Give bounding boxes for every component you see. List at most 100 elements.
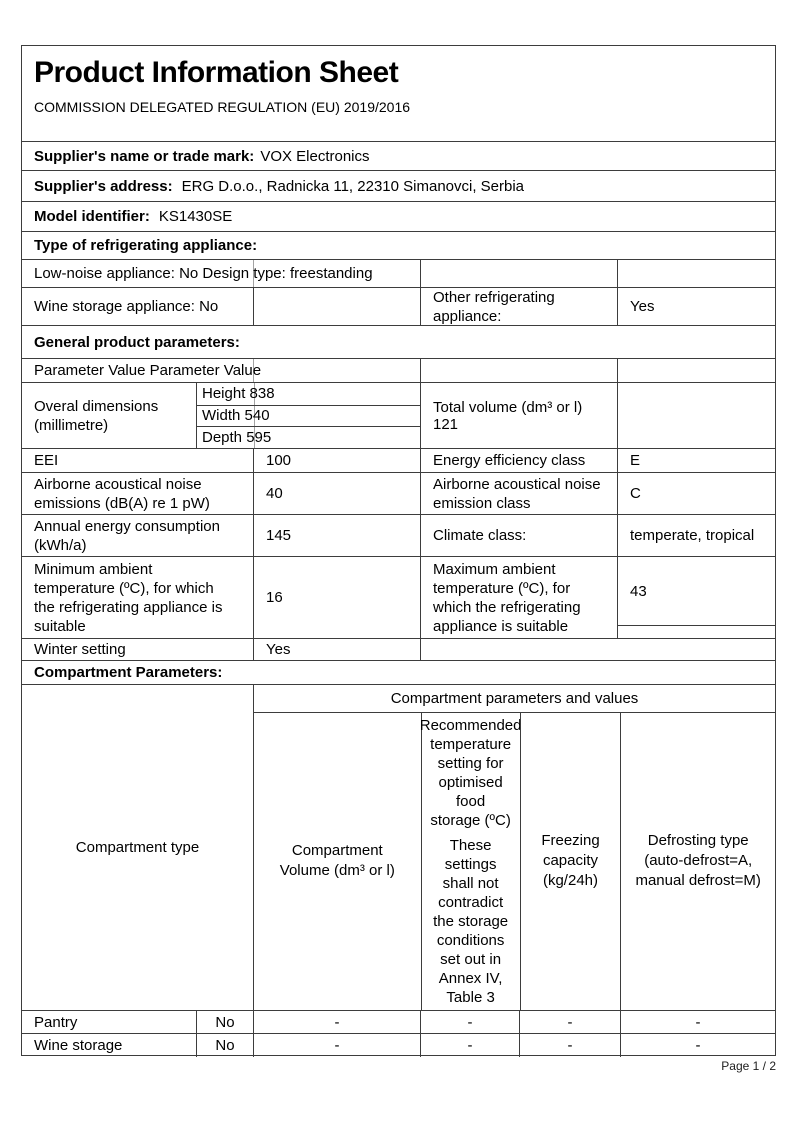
compartment-values-header-cell: Compartment parameters and values	[254, 685, 775, 713]
parameter-value: E	[630, 452, 641, 469]
parameter-value: 16	[266, 589, 283, 606]
dimensions-sub-table: Height 838 Width 540 Depth 595	[196, 383, 420, 448]
type-section-heading-row: Type of refrigerating appliance:	[22, 231, 775, 259]
supplier-address-row: Supplier's address: ERG D.o.o., Radnicka…	[22, 170, 775, 201]
page-title: Product Information Sheet	[34, 56, 399, 89]
cell-divider	[254, 383, 255, 405]
wine-storage-appliance-row: Wine storage appliance: No Other refrige…	[22, 287, 775, 325]
other-appliance-value: Yes	[630, 298, 655, 315]
compartment-freezing: -	[567, 1037, 573, 1054]
energy-consumption-row: Annual energy consumption (kWh/a) 145 Cl…	[22, 514, 775, 556]
freezing-header-cell: Freezing capacity (kg/24h)	[519, 712, 621, 1010]
compartment-type-header-cell: Compartment type	[22, 685, 253, 1010]
regulation-subtitle: COMMISSION DELEGATED REGULATION (EU) 201…	[34, 99, 411, 115]
supplier-name-label: Supplier's name or trade mark:	[34, 147, 255, 165]
parameter-label: Climate class:	[433, 527, 527, 544]
parameter-value: 40	[266, 485, 283, 502]
cell-divider	[254, 427, 255, 448]
compartment-present: No	[215, 1013, 235, 1031]
supplier-address-label: Supplier's address:	[34, 177, 173, 195]
general-parameters-heading: General product parameters:	[34, 333, 240, 351]
parameter-value-header-row: Parameter Value Parameter Value	[22, 358, 775, 382]
cell-divider	[254, 405, 255, 427]
parameter-label: Maximum ambient temperature (ºC), for wh…	[433, 560, 581, 635]
dimension-width: Width 540	[202, 407, 270, 425]
parameter-label: Airborne acoustical noise emissions (dB(…	[34, 475, 210, 512]
dimensions-label: Overal dimensions (millimetre)	[34, 397, 159, 434]
volume-header-cell: Compartment Volume (dm³ or l)	[254, 713, 421, 1010]
dimension-width-row: Width 540	[197, 404, 420, 427]
parameter-label: Airborne acoustical noise emission class	[433, 475, 601, 512]
parameter-value: 145	[266, 527, 292, 544]
parameter-value: C	[630, 485, 641, 502]
dimension-depth: Depth 595	[202, 429, 272, 447]
model-identifier-value: KS1430SE	[158, 208, 233, 225]
other-appliance-label: Other refrigerating appliance:	[433, 288, 555, 325]
compartment-parameters-heading: Compartment Parameters:	[34, 664, 223, 681]
compartment-header-block: Compartment type Compartment parameters …	[22, 684, 775, 1010]
wine-storage-appliance-cell: Wine storage appliance: No	[22, 288, 253, 325]
supplier-name-value: VOX Electronics	[260, 147, 370, 165]
compartment-present: No	[215, 1037, 235, 1054]
temperature-header-primary: Recommended temperature setting for opti…	[419, 716, 522, 829]
temperature-header-note: These settings shall not contradict the …	[433, 836, 509, 1006]
low-noise-row: Low-noise appliance: No Design type: fre…	[22, 259, 775, 287]
parameter-label: Minimum ambient temperature (ºC), for wh…	[34, 560, 223, 635]
dimension-height-row: Height 838	[197, 383, 420, 405]
winter-setting-label: Winter setting	[34, 641, 126, 658]
winter-setting-row: Winter setting Yes	[22, 638, 775, 660]
empty-cell	[420, 639, 775, 660]
defrosting-type-header: Defrosting type (auto-defrost=A, manual …	[635, 832, 761, 890]
cell-divider	[253, 359, 254, 382]
wine-storage-appliance-text: Wine storage appliance: No	[34, 298, 219, 315]
compartment-volume: -	[334, 1013, 340, 1031]
model-identifier-row: Model identifier: KS1430SE	[22, 201, 775, 231]
parameter-label: Annual energy consumption (kWh/a)	[34, 517, 220, 554]
cell-divider	[617, 260, 618, 287]
noise-row: Airborne acoustical noise emissions (dB(…	[22, 472, 775, 514]
parameter-label: EEI	[34, 452, 59, 469]
compartment-freezing: -	[567, 1013, 573, 1031]
cell-divider	[617, 359, 618, 382]
cell-divider	[420, 260, 421, 287]
temperature-header-cell: Recommended temperature setting for opti…	[419, 712, 522, 1010]
parameter-value-header-text: Parameter Value Parameter Value	[34, 362, 262, 379]
winter-setting-value: Yes	[266, 641, 291, 658]
cell-divider	[420, 359, 421, 382]
cell-divider	[253, 260, 254, 287]
dimension-height: Height 838	[202, 385, 275, 403]
supplier-address-value: ERG D.o.o., Radnicka 11, 22310 Simanovci…	[181, 177, 525, 195]
compartment-values-section: Compartment parameters and values Compar…	[253, 685, 775, 1010]
compartment-name: Pantry	[34, 1013, 78, 1031]
model-identifier-label: Model identifier:	[34, 208, 150, 225]
low-noise-design-text: Low-noise appliance: No Design type: fre…	[34, 265, 373, 282]
dimensions-label-cell: Overal dimensions (millimetre)	[22, 383, 196, 448]
total-volume-cell: Total volume (dm³ or l) 121	[420, 383, 617, 448]
compartment-defrost: -	[695, 1037, 701, 1054]
parameter-label: Energy efficiency class	[433, 452, 586, 469]
page-footer: Page 1 / 2	[721, 1059, 776, 1073]
empty-cell	[617, 383, 775, 448]
compartment-temperature: -	[467, 1037, 473, 1054]
ambient-temperature-row: Minimum ambient temperature (ºC), for wh…	[22, 556, 775, 638]
other-appliance-value-cell: Yes	[617, 288, 775, 325]
dimension-depth-row: Depth 595	[197, 426, 420, 448]
compartment-row-pantry: Pantry No - - - -	[22, 1010, 775, 1033]
compartment-type-header: Compartment type	[75, 839, 200, 856]
parameter-value: temperate, tropical	[630, 527, 755, 544]
compartment-defrost: -	[695, 1013, 701, 1031]
product-information-sheet-table: Product Information Sheet COMMISSION DEL…	[21, 45, 776, 1057]
title-block: Product Information Sheet COMMISSION DEL…	[22, 46, 775, 141]
eei-row: EEI 100 Energy efficiency class E	[22, 448, 775, 472]
max-temperature-value-cell: 43	[617, 557, 775, 638]
defrost-header-cell: Defrosting type (auto-defrost=A, manual …	[620, 712, 775, 1010]
compartment-temperature: -	[467, 1013, 473, 1031]
other-appliance-label-cell: Other refrigerating appliance:	[420, 288, 617, 325]
parameter-value: 100	[266, 452, 292, 469]
supplier-name-row: Supplier's name or trade mark: VOX Elect…	[22, 141, 775, 170]
parameter-value: 43	[630, 582, 647, 600]
compartment-parameters-heading-row: Compartment Parameters:	[22, 660, 775, 684]
compartment-volume: -	[334, 1037, 340, 1054]
type-section-heading: Type of refrigerating appliance:	[34, 237, 258, 254]
